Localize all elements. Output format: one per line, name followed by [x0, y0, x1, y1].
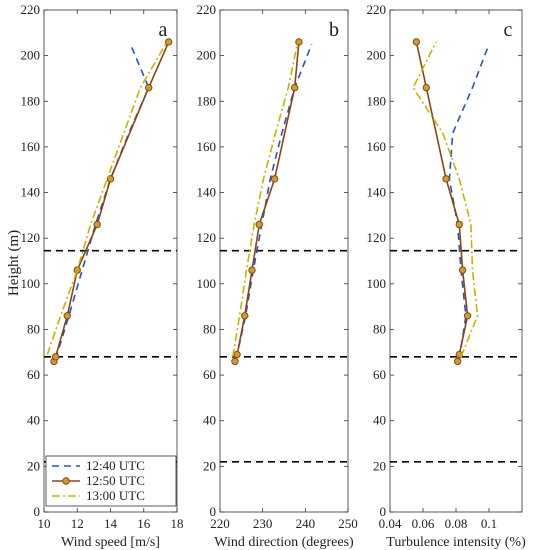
y-tick-label: 180 — [197, 93, 217, 108]
panel-frame — [219, 9, 349, 513]
data-point — [422, 83, 430, 92]
data-point — [51, 353, 60, 361]
data-point — [233, 350, 241, 359]
data-point — [164, 38, 173, 46]
x-tick-label: 16 — [137, 516, 151, 531]
y-tick-label: 0 — [210, 504, 217, 519]
y-tick-label: 200 — [21, 48, 41, 63]
data-point — [290, 83, 299, 92]
x-tick-label: 0.08 — [445, 516, 468, 531]
y-tick-label: 60 — [27, 367, 40, 382]
series-line — [412, 41, 479, 358]
y-tick-label: 40 — [27, 413, 40, 428]
x-axis-label: Wind direction (degrees) — [214, 535, 354, 550]
y-tick-label: 80 — [27, 321, 40, 336]
data-point — [248, 266, 256, 274]
x-axis-label: Wind speed [m/s] — [61, 535, 160, 550]
data-point — [73, 266, 81, 274]
y-tick-label: 220 — [197, 2, 217, 17]
data-point — [255, 220, 263, 229]
y-tick-label: 20 — [373, 458, 386, 473]
y-tick-label: 0 — [34, 504, 41, 519]
y-tick-label: 120 — [21, 230, 41, 245]
panel-frame — [43, 9, 178, 513]
x-tick-label: 12 — [71, 516, 84, 531]
legend-marker — [62, 477, 70, 485]
data-point — [145, 83, 153, 92]
x-tick-label: 10 — [38, 516, 51, 531]
legend-label: 12:40 UTC — [86, 458, 145, 473]
series-line — [234, 41, 300, 362]
x-tick-label: 250 — [338, 516, 358, 531]
panel-letter: a — [159, 19, 168, 41]
y-tick-label: 20 — [203, 458, 216, 473]
y-tick-label: 100 — [21, 276, 41, 291]
data-point — [106, 175, 115, 183]
y-tick-label: 220 — [21, 2, 41, 17]
y-tick-label: 80 — [203, 321, 216, 336]
y-tick-label: 200 — [367, 48, 387, 63]
y-tick-label: 160 — [197, 139, 217, 154]
y-tick-label: 160 — [367, 139, 387, 154]
panel-letter: b — [329, 19, 339, 41]
y-tick-label: 0 — [380, 504, 387, 519]
y-tick-label: 180 — [21, 93, 41, 108]
x-tick-label: 240 — [296, 516, 316, 531]
y-tick-label: 120 — [197, 230, 217, 245]
x-tick-label: 0.06 — [412, 516, 435, 531]
y-tick-label: 160 — [21, 139, 41, 154]
x-axis-label: Turbulence intensity (%) — [386, 535, 526, 550]
data-point — [463, 312, 472, 320]
legend-label: 13:00 UTC — [86, 488, 145, 503]
y-tick-label: 140 — [197, 185, 217, 200]
data-point — [63, 312, 71, 320]
data-point — [453, 357, 462, 366]
panel-letter: c — [504, 19, 513, 41]
data-point — [455, 220, 463, 229]
x-tick-label: 0.1 — [481, 516, 497, 531]
y-tick-label: 120 — [367, 230, 387, 245]
data-point — [270, 175, 279, 183]
x-tick-label: 18 — [171, 516, 184, 531]
panel-a: 0 20 40 60 80 100 120 140 160 180 200 220 10 12 14 16 18… — [21, 2, 184, 550]
data-point — [412, 38, 421, 46]
y-tick-label: 60 — [203, 367, 216, 382]
x-tick-label: 0.04 — [379, 516, 402, 531]
y-tick-label: 200 — [197, 48, 217, 63]
panel-b: 0 20 40 60 80 100 120 140 160 180 200 220 220 230 240 2… — [197, 2, 358, 550]
panel-c: 0 20 40 60 80 100 120 140 160 180 200 220 0.04 0.06 0.… — [367, 2, 527, 550]
y-tick-label: 40 — [373, 413, 386, 428]
legend-label: 12:50 UTC — [86, 473, 145, 488]
series-line — [53, 41, 170, 362]
y-tick-label: 140 — [367, 185, 387, 200]
y-axis-label: Height (m) — [6, 230, 22, 296]
y-tick-label: 100 — [197, 276, 217, 291]
data-point — [458, 266, 467, 274]
x-tick-label: 220 — [210, 516, 230, 531]
y-tick-label: 20 — [27, 458, 40, 473]
y-tick-label: 100 — [367, 276, 387, 291]
data-point — [442, 175, 450, 183]
series-line — [415, 41, 469, 362]
y-tick-label: 220 — [367, 2, 387, 17]
series-line — [232, 41, 299, 357]
y-tick-label: 80 — [373, 321, 386, 336]
data-point — [231, 357, 239, 366]
x-tick-label: 230 — [253, 516, 273, 531]
data-point — [93, 220, 101, 229]
y-tick-label: 60 — [373, 367, 386, 382]
x-tick-label: 14 — [104, 516, 118, 531]
y-tick-label: 180 — [367, 93, 387, 108]
y-tick-label: 140 — [21, 185, 41, 200]
panel-frame — [389, 9, 523, 513]
data-point — [295, 38, 303, 46]
y-tick-label: 40 — [203, 413, 216, 428]
series-line — [46, 41, 168, 355]
data-point — [241, 312, 249, 320]
